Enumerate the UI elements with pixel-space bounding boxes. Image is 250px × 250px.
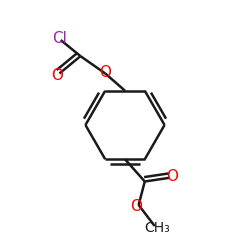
Text: Cl: Cl — [52, 30, 67, 46]
Text: O: O — [51, 68, 63, 83]
Text: O: O — [99, 65, 111, 80]
Text: O: O — [166, 169, 178, 184]
Text: CH₃: CH₃ — [144, 221, 170, 235]
Text: O: O — [130, 199, 142, 214]
